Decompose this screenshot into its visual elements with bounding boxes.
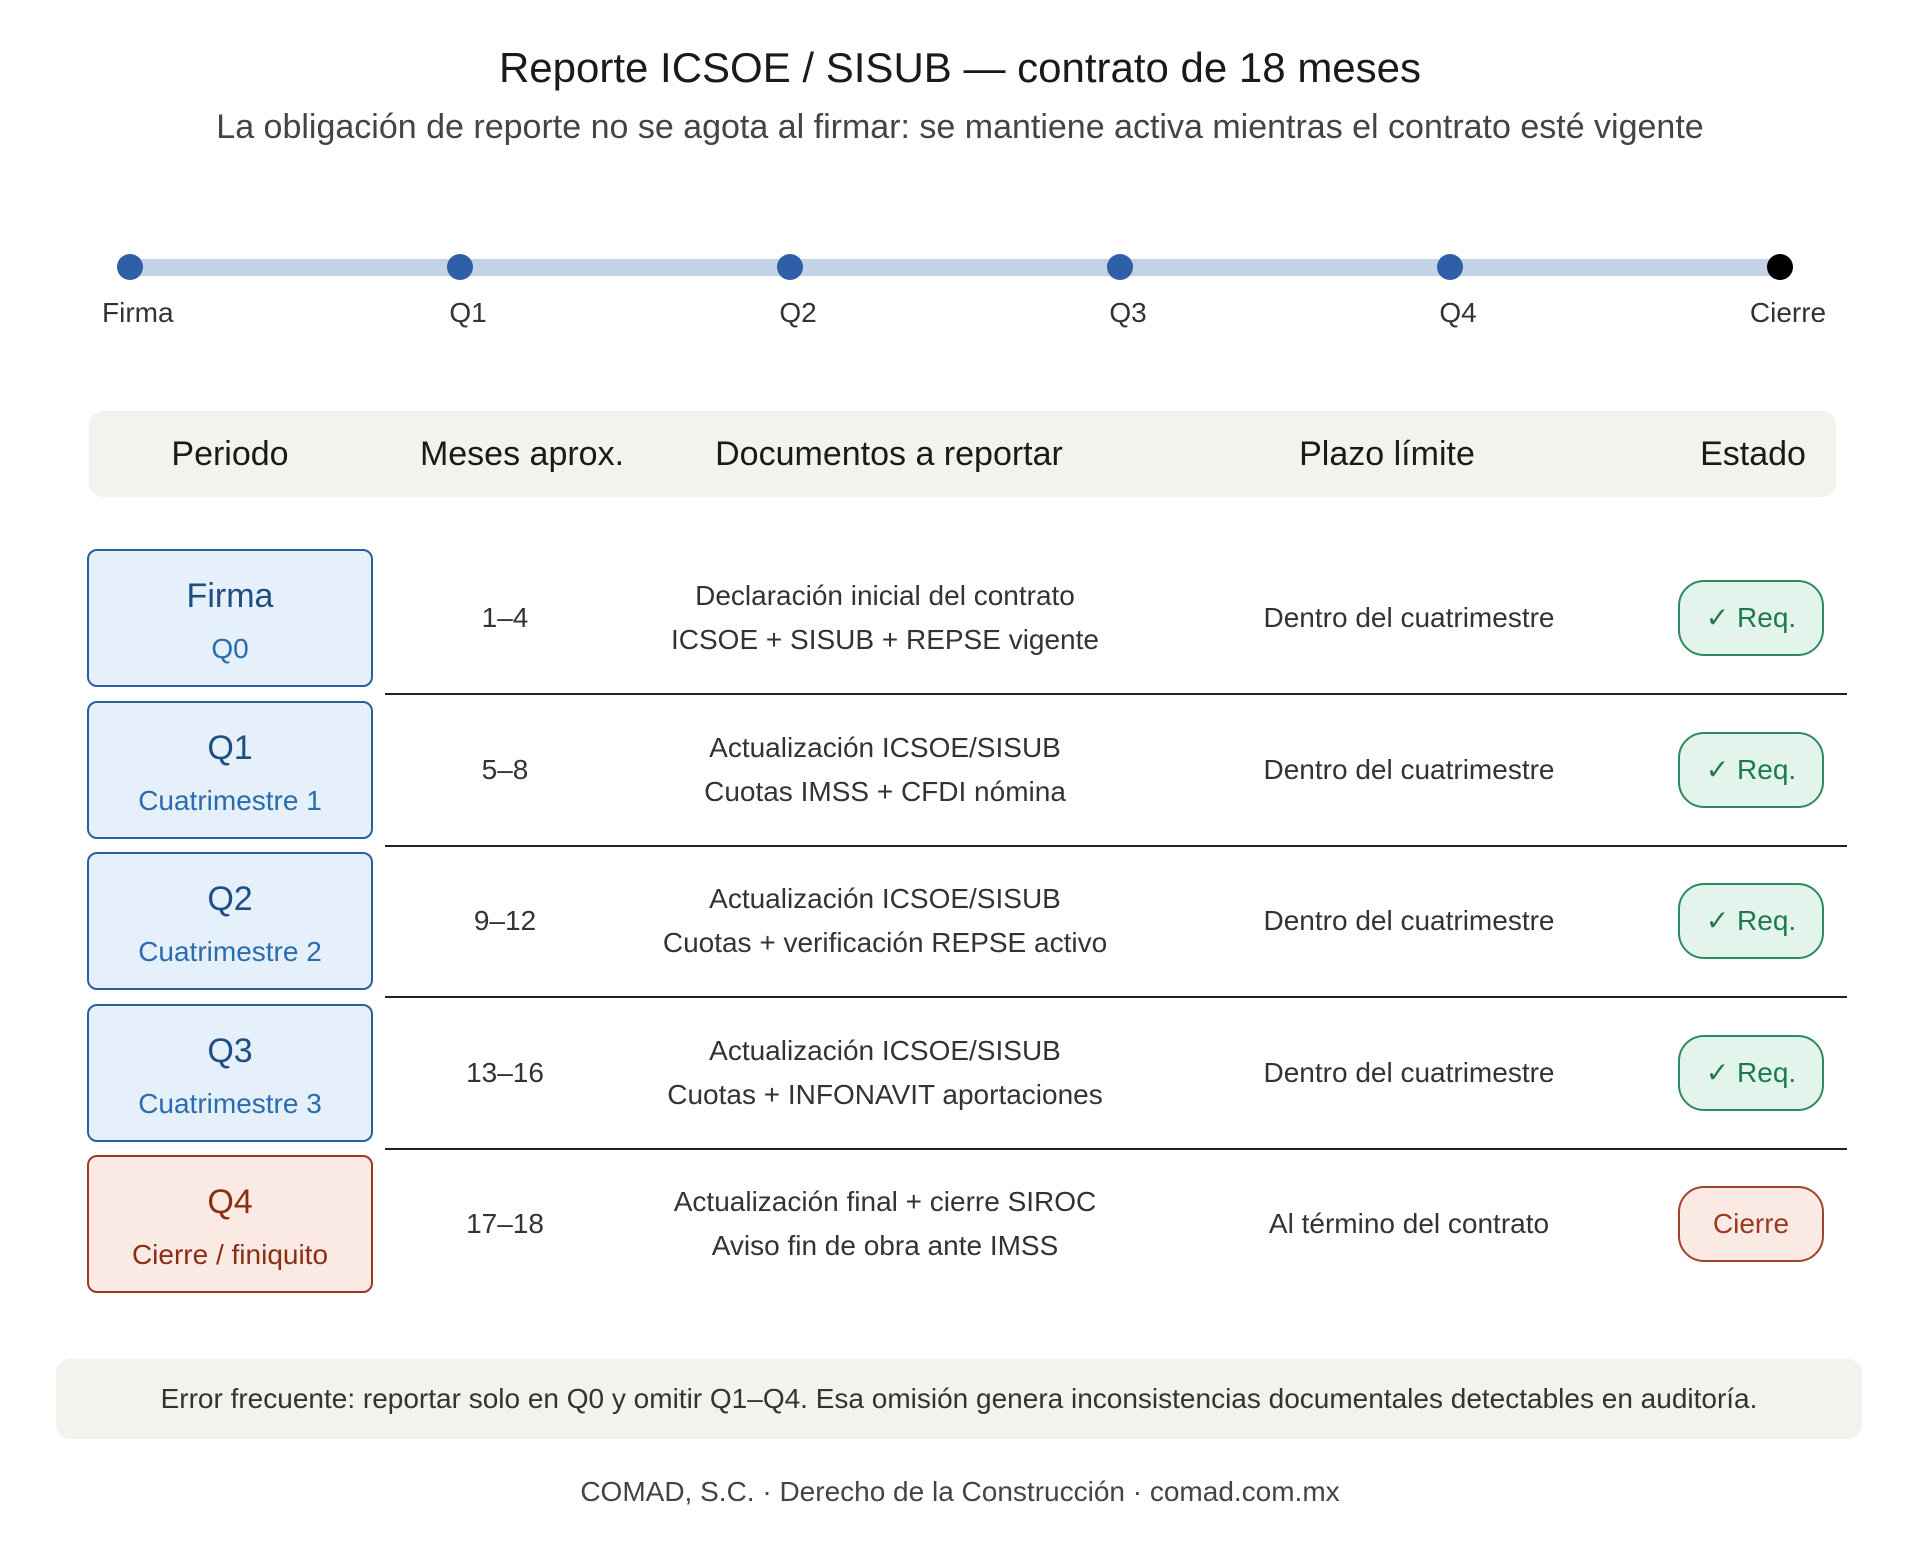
subtitle: La obligación de reporte no se agota al … [216, 108, 1704, 146]
months: 5–8 [481, 753, 529, 785]
period-box: Firma Q0 [87, 549, 373, 687]
period-sublabel: Cuatrimestre 2 [138, 936, 322, 967]
deadline: Dentro del cuatrimestre [1263, 905, 1555, 936]
timeline-dot [117, 254, 143, 280]
document-line: Cuotas + INFONAVIT aportaciones [667, 1078, 1103, 1110]
status-pill: Cierre [1678, 1186, 1824, 1262]
status-pill: ✓ Req. [1678, 731, 1824, 808]
timeline-label: Q1 [449, 297, 486, 328]
period-label: Q4 [207, 1183, 253, 1221]
documents: Declaración inicial del contrato ICSOE + … [671, 574, 1099, 662]
timeline-dot [1767, 254, 1793, 280]
document-line: Cuotas + verificación REPSE activo [662, 927, 1108, 958]
period-sublabel: Q0 [211, 633, 249, 664]
period-label: Q3 [207, 1031, 253, 1070]
months: 13–16 [466, 1056, 544, 1088]
column-header: Estado [1700, 435, 1806, 473]
timeline-label: Cierre [1750, 297, 1826, 328]
deadline: Dentro del cuatrimestre [1263, 602, 1555, 633]
timeline-dot [777, 254, 803, 280]
period-label: Q1 [207, 728, 253, 767]
period-sublabel: Cuatrimestre 3 [138, 1087, 322, 1119]
timeline: Firma Q1 Q2 Q3 Q4 Cierre [102, 254, 1826, 328]
column-header: Plazo límite [1299, 435, 1475, 473]
months: 1–4 [481, 602, 529, 633]
period-label: Firma [186, 577, 274, 615]
note: Error frecuente: reportar solo en Q0 y o… [56, 1359, 1862, 1439]
period-sublabel: Cuatrimestre 1 [138, 784, 322, 816]
timeline-dot [1107, 254, 1133, 280]
timeline-dot [447, 254, 473, 280]
table-header: Periodo Meses aprox. Documentos a reportar… [89, 411, 1836, 497]
footer: COMAD, S.C. · Derecho de la Construcción… [580, 1476, 1340, 1507]
document-line: Actualización final + cierre SIROC [673, 1186, 1097, 1217]
row-separator [385, 1147, 1847, 1150]
documents: Actualización ICSOE/SISUB Cuotas IMSS + C… [704, 726, 1066, 814]
timeline-label: Q4 [1439, 297, 1476, 328]
document-line: Actualización ICSOE/SISUB [709, 883, 1061, 914]
period-box: Q3 Cuatrimestre 3 [87, 1003, 373, 1142]
row-separator [385, 693, 1847, 695]
title: Reporte ICSOE / SISUB — contrato de 18 m… [498, 44, 1422, 91]
timeline-label: Q3 [1109, 297, 1146, 328]
period-box: Q2 Cuatrimestre 2 [87, 852, 373, 990]
months: 9–12 [473, 905, 537, 936]
column-header: Periodo [171, 435, 289, 473]
document-line: Aviso fin de obra ante IMSS [711, 1230, 1059, 1261]
column-header: Meses aprox. [419, 435, 625, 473]
period-sublabel: Cierre / finiquito [131, 1239, 329, 1270]
document-line: Declaración inicial del contrato [695, 580, 1075, 611]
period-box: Q4 Cierre / finiquito [87, 1155, 373, 1293]
document-line: Actualización ICSOE/SISUB [709, 1034, 1061, 1066]
document-line: Actualización ICSOE/SISUB [709, 731, 1061, 763]
row-separator [385, 996, 1847, 998]
deadline: Al término del contrato [1268, 1208, 1550, 1239]
timeline-track [130, 259, 1780, 276]
column-header: Documentos a reportar [715, 435, 1063, 473]
status-pill: ✓ Req. [1678, 580, 1824, 656]
document-line: ICSOE + SISUB + REPSE vigente [671, 624, 1099, 655]
timeline-dot [1437, 254, 1463, 280]
documents: Actualización ICSOE/SISUB Cuotas + INFONA… [667, 1029, 1103, 1117]
period-box: Q1 Cuatrimestre 1 [87, 700, 373, 839]
deadline: Dentro del cuatrimestre [1263, 753, 1555, 785]
timeline-label: Q2 [779, 297, 816, 328]
timeline-label: Firma [102, 297, 174, 328]
deadline: Dentro del cuatrimestre [1263, 1056, 1555, 1088]
status-pill: ✓ Req. [1678, 883, 1824, 959]
period-label: Q2 [207, 880, 253, 918]
documents: Actualización ICSOE/SISUB Cuotas + verifi… [663, 877, 1107, 965]
months: 17–18 [466, 1208, 544, 1239]
row-separator [385, 844, 1847, 847]
documents: Actualización final + cierre SIROC Aviso … [674, 1180, 1097, 1268]
status-pill: ✓ Req. [1678, 1034, 1824, 1111]
document-line: Cuotas IMSS + CFDI nómina [704, 775, 1066, 807]
